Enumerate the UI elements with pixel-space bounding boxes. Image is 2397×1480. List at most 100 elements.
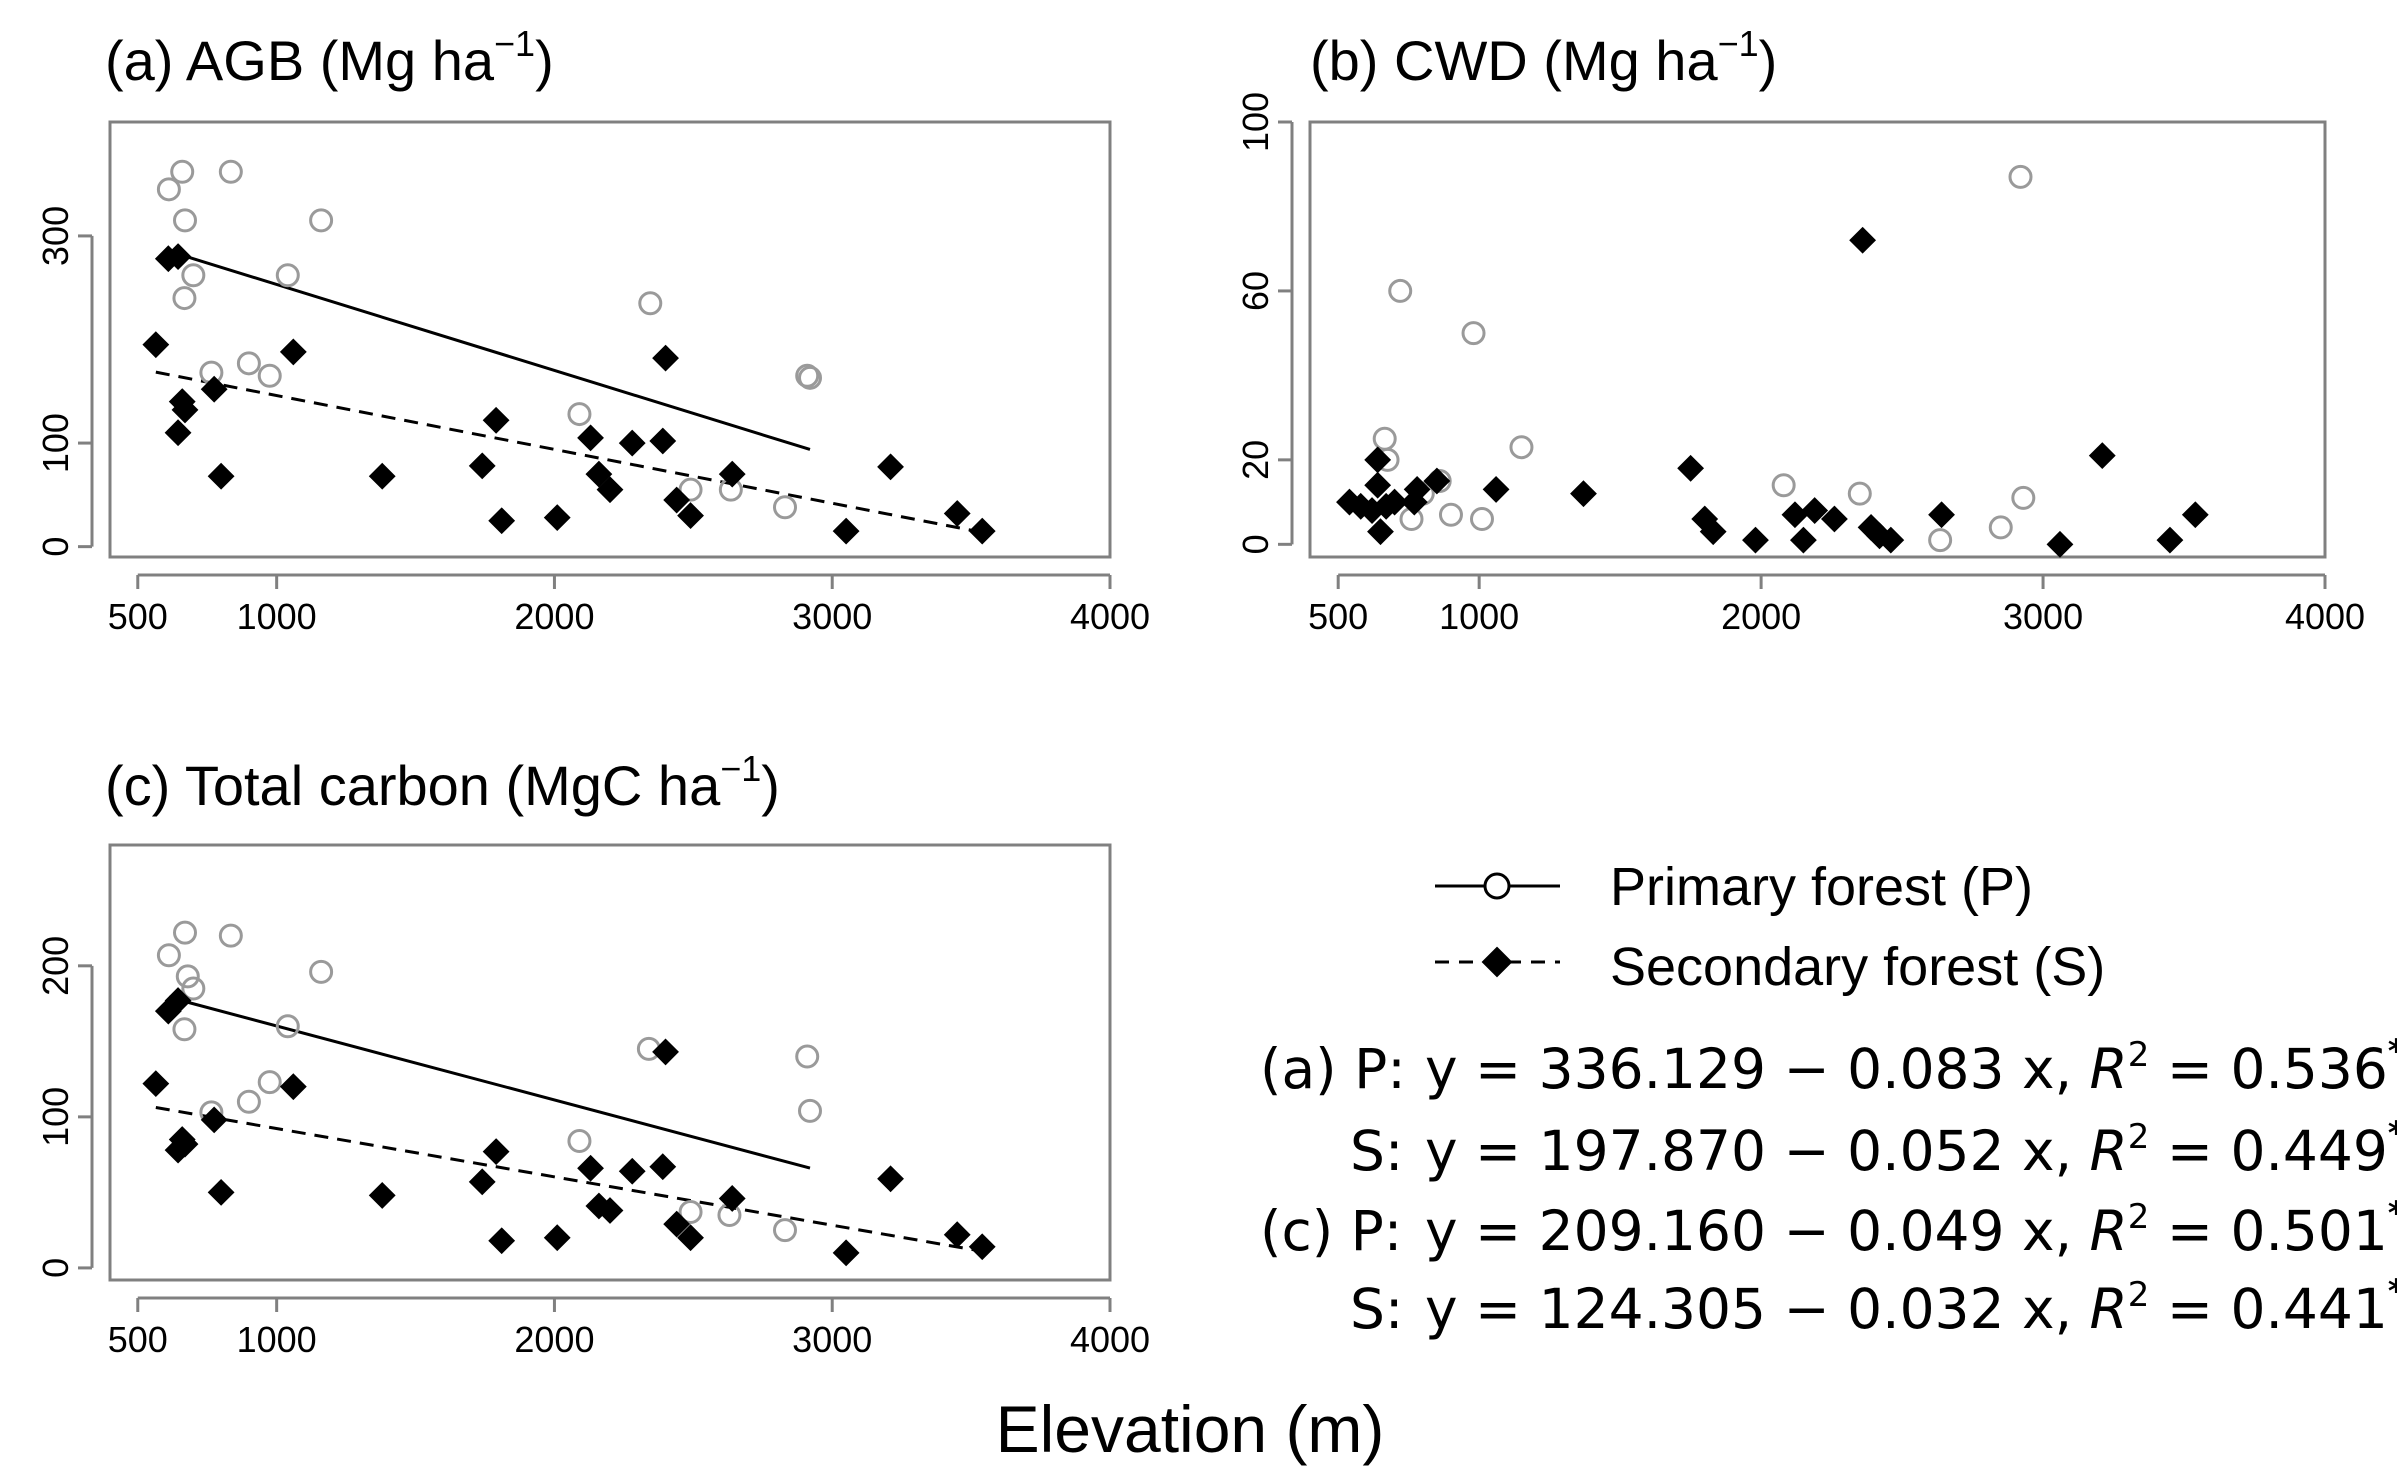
- secondary-point: [1367, 518, 1394, 546]
- secondary-point: [1699, 518, 1727, 546]
- secondary-point: [663, 486, 691, 514]
- secondary-point: [142, 1070, 170, 1098]
- panel-c-fit-lines: [155, 995, 983, 1253]
- secondary-point: [1403, 476, 1431, 503]
- primary-point: [173, 208, 197, 233]
- secondary-point: [1400, 488, 1428, 516]
- secondary-point: [2046, 530, 2074, 558]
- secondary-point: [171, 1130, 199, 1158]
- secondary-point: [718, 1185, 746, 1212]
- primary-point: [1847, 481, 1872, 506]
- panel-c: (c) Total carbon (MgC ha−1) 500 1000 2000 3…: [35, 748, 1150, 1360]
- secondary-point: [2181, 501, 2209, 529]
- secondary-fit-line: [155, 370, 983, 534]
- panel-c-x-axis: 500 1000 2000 3000 4000: [108, 1296, 1150, 1360]
- panel-a-points: [142, 159, 996, 545]
- primary-point: [156, 177, 181, 202]
- secondary-point: [164, 243, 192, 271]
- equation-c-secondary: S:y = 124.305 − 0.032 x, R2 = 0.441***: [1350, 1272, 2397, 1341]
- secondary-point: [943, 500, 971, 527]
- y-tick-label: 20: [1235, 440, 1276, 480]
- secondary-point: [368, 462, 396, 490]
- secondary-point: [164, 419, 192, 447]
- primary-point: [275, 263, 300, 288]
- x-tick-label: 4000: [1070, 596, 1150, 637]
- primary-point: [1438, 502, 1463, 527]
- primary-point: [257, 1070, 282, 1095]
- secondary-point: [207, 462, 235, 490]
- x-tick-label: 2000: [1721, 596, 1801, 637]
- secondary-point: [1877, 526, 1905, 554]
- primary-point: [170, 159, 195, 184]
- secondary-point: [1381, 488, 1408, 516]
- secondary-point: [1482, 476, 1510, 503]
- secondary-point: [596, 476, 624, 504]
- secondary-point: [543, 504, 571, 532]
- secondary-point: [368, 1182, 396, 1209]
- secondary-point: [1789, 526, 1817, 554]
- secondary-point: [482, 406, 510, 434]
- secondary-point: [677, 502, 704, 529]
- secondary-point: [171, 396, 199, 424]
- x-axis-label: Elevation (m): [996, 1392, 1385, 1466]
- panel-c-points: [142, 920, 996, 1267]
- secondary-point: [832, 517, 860, 545]
- panel-b: (b) CWD (Mg ha−1) 500 1000 2000 3000 4000 0 2…: [1235, 23, 2365, 637]
- panel-b-plot-frame: [1308, 120, 2327, 559]
- panel-b-y-axis: 0 20 60 100: [1235, 92, 1294, 554]
- secondary-point: [279, 1073, 307, 1101]
- equation-a-primary: (a) P:y = 336.129 − 0.083 x, R2 = 0.536*…: [1260, 1032, 2397, 1101]
- secondary-point: [279, 338, 307, 366]
- legend-primary-marker: [1483, 872, 1511, 900]
- secondary-point: [1781, 501, 1809, 529]
- secondary-point: [1849, 226, 1877, 254]
- x-tick-label: 1000: [1439, 596, 1519, 637]
- x-tick-label: 1000: [237, 1319, 317, 1360]
- primary-point: [795, 363, 820, 388]
- secondary-point: [1821, 505, 1848, 533]
- panel-a-x-axis: 500 1000 2000 3000 4000: [108, 573, 1150, 637]
- secondary-point: [164, 987, 192, 1014]
- panel-a-title: (a) AGB (Mg ha−1): [105, 23, 554, 92]
- primary-point: [567, 1129, 592, 1154]
- primary-point: [567, 402, 592, 427]
- secondary-point: [1423, 467, 1451, 495]
- secondary-point: [968, 517, 996, 545]
- secondary-point: [577, 1154, 604, 1182]
- primary-point: [236, 1089, 261, 1114]
- primary-point: [2008, 164, 2033, 189]
- secondary-point: [482, 1138, 510, 1166]
- primary-point: [1509, 435, 1534, 460]
- secondary-point: [1928, 501, 1955, 529]
- secondary-point: [2088, 442, 2116, 470]
- primary-point: [309, 959, 334, 984]
- primary-point: [275, 1014, 300, 1039]
- secondary-point: [200, 1106, 228, 1134]
- x-tick-label: 500: [1308, 596, 1368, 637]
- secondary-point: [585, 460, 613, 488]
- secondary-point: [943, 1221, 971, 1249]
- primary-point: [172, 1017, 197, 1042]
- primary-point: [795, 1044, 820, 1069]
- legend: Primary forest (P) Secondary forest (S): [1435, 857, 2105, 997]
- secondary-point: [968, 1233, 996, 1261]
- secondary-point: [488, 1227, 516, 1255]
- primary-point: [257, 363, 282, 388]
- primary-point: [181, 976, 206, 1001]
- equation-a-secondary: S:y = 197.870 − 0.052 x, R2 = 0.449***: [1350, 1114, 2397, 1183]
- primary-point: [181, 263, 206, 288]
- panel-c-title: (c) Total carbon (MgC ha−1): [105, 748, 780, 817]
- legend-secondary-marker: [1481, 946, 1513, 978]
- secondary-point: [677, 1224, 704, 1252]
- secondary-point: [718, 460, 746, 488]
- primary-point: [218, 923, 243, 948]
- primary-point: [798, 1098, 822, 1123]
- secondary-point: [1742, 526, 1769, 554]
- secondary-point: [618, 429, 646, 457]
- x-tick-label: 1000: [237, 596, 317, 637]
- secondary-point: [200, 375, 228, 403]
- secondary-point: [832, 1239, 860, 1267]
- primary-point: [678, 477, 703, 502]
- secondary-point: [652, 1038, 679, 1066]
- x-tick-label: 500: [108, 596, 168, 637]
